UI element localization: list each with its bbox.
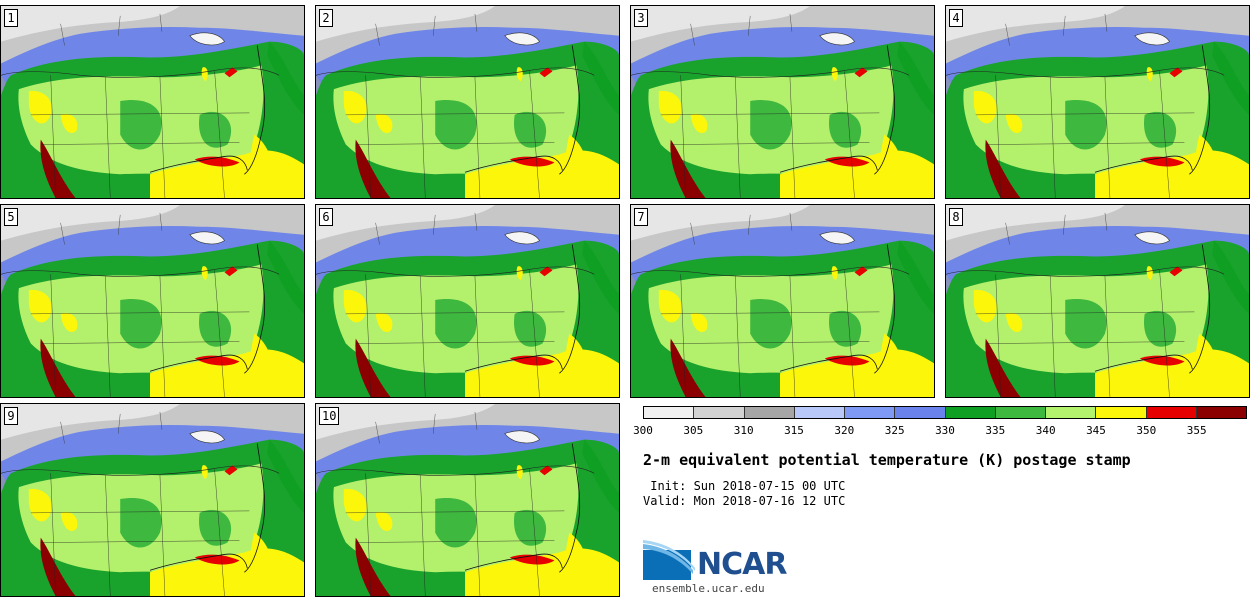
colorbar-segment-10 — [1146, 407, 1197, 418]
map-image — [316, 6, 619, 198]
website-url: ensemble.ucar.edu — [652, 582, 765, 595]
map-image — [1, 205, 304, 397]
ensemble-member-panel-7: 7 — [630, 204, 935, 398]
colorbar-tick-label: 305 — [683, 424, 704, 437]
colorbar-tick-label: 300 — [633, 424, 653, 437]
init-time: Init: Sun 2018-07-15 00 UTC — [643, 479, 846, 493]
colorbar-tick-label: 330 — [935, 424, 955, 437]
colorbar-segment-0 — [644, 407, 695, 418]
colorbar-tick-label: 310 — [733, 424, 754, 437]
colorbar-segment-7 — [995, 407, 1046, 418]
map-image — [631, 205, 934, 397]
panel-number-label: 2 — [319, 9, 333, 27]
panel-number-label: 6 — [319, 208, 333, 226]
colorbar-segment-2 — [744, 407, 795, 418]
ensemble-member-panel-5: 5 — [0, 204, 305, 398]
map-image — [316, 404, 619, 596]
colorbar-tick-label: 335 — [985, 424, 1006, 437]
colorbar-tick-label: 320 — [834, 424, 855, 437]
colorbar-tick-label: 345 — [1086, 424, 1106, 437]
colorbar-tick-label: 325 — [884, 424, 905, 437]
ensemble-member-panel-10: 10 — [315, 403, 620, 597]
panel-number-label: 1 — [4, 9, 18, 27]
panel-number-label: 5 — [4, 208, 18, 226]
ensemble-member-panel-1: 1 — [0, 5, 305, 199]
ensemble-member-panel-3: 3 — [630, 5, 935, 199]
colorbar-segment-8 — [1046, 407, 1097, 418]
colorbar — [643, 406, 1247, 419]
map-image — [946, 205, 1249, 397]
ncar-logo-text: NCAR — [697, 547, 787, 582]
map-image — [1, 6, 304, 198]
panel-number-label: 9 — [4, 407, 18, 425]
colorbar-tick-label: 340 — [1035, 424, 1056, 437]
plot-title: 2-m equivalent potential temperature (K)… — [643, 451, 1131, 469]
colorbar-segment-1 — [694, 407, 745, 418]
map-image — [946, 6, 1249, 198]
panel-number-label: 4 — [949, 9, 963, 27]
panel-number-label: 3 — [634, 9, 648, 27]
colorbar-tick-label: 355 — [1186, 424, 1207, 437]
panel-number-label: 7 — [634, 208, 648, 226]
colorbar-tick-label: 350 — [1136, 424, 1157, 437]
colorbar-segment-5 — [895, 407, 946, 418]
ncar-logo-icon — [643, 540, 695, 580]
map-image — [1, 404, 304, 596]
ensemble-member-panel-4: 4 — [945, 5, 1250, 199]
colorbar-segment-6 — [945, 407, 996, 418]
colorbar-segment-9 — [1096, 407, 1147, 418]
valid-time: Valid: Mon 2018-07-16 12 UTC — [643, 494, 846, 508]
colorbar-segment-3 — [794, 407, 845, 418]
colorbar-tick-label: 315 — [784, 424, 804, 437]
colorbar-tick-labels: 300 305 310 315 320 325 330 335 340 345 350 355 — [633, 424, 1247, 438]
ensemble-member-panel-8: 8 — [945, 204, 1250, 398]
ensemble-member-panel-6: 6 — [315, 204, 620, 398]
map-image — [316, 205, 619, 397]
colorbar-segment-4 — [845, 407, 896, 418]
ensemble-member-panel-9: 9 — [0, 403, 305, 597]
panel-number-label: 8 — [949, 208, 963, 226]
ensemble-member-panel-2: 2 — [315, 5, 620, 199]
map-image — [631, 6, 934, 198]
panel-number-label: 10 — [319, 407, 340, 425]
colorbar-segment-11 — [1196, 407, 1246, 418]
